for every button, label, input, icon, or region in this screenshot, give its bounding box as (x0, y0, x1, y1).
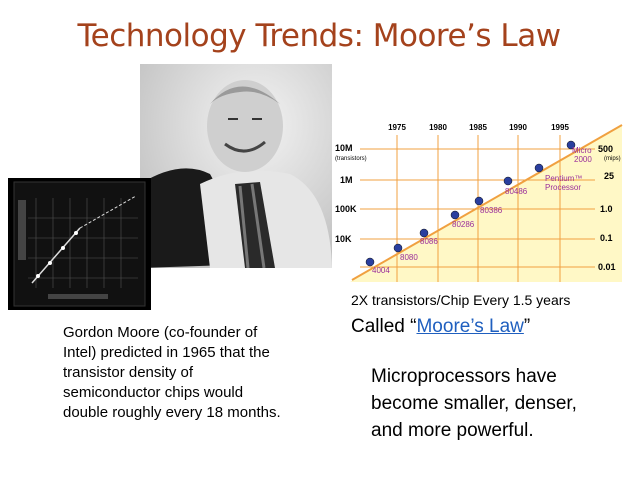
right-axis-label: (mips) (604, 156, 621, 162)
processor-dot (450, 210, 460, 220)
left-axis-label: (transistors) (335, 156, 367, 162)
processor-dot (365, 257, 375, 267)
left-paragraph: Gordon Moore (co-founder of Intel) predic… (63, 323, 281, 423)
text-line: Microprocessors have (371, 366, 557, 387)
processor-dot (534, 163, 544, 173)
text-line: Gordon Moore (co-founder of (63, 324, 258, 341)
moores-law-link[interactable]: Moore’s Law (416, 316, 524, 337)
processor-label: 8086 (420, 237, 438, 246)
left-axis-label: 10M (335, 143, 353, 153)
left-axis-label: 100K (335, 204, 357, 214)
processor-label: 8080 (400, 253, 418, 262)
processor-label: 80286 (452, 220, 475, 229)
left-axis-label: 10K (335, 234, 352, 244)
caption-prefix: Called “ (351, 316, 417, 337)
text-line: transistor density of (63, 364, 194, 381)
processor-dot (393, 243, 403, 253)
portrait-photo (140, 64, 332, 268)
right-axis-label: 500 (598, 144, 613, 154)
processor-label: 80386 (480, 206, 503, 215)
processor-dot (503, 176, 513, 186)
processor-dot (474, 196, 484, 206)
text-line: and more powerful. (371, 420, 534, 441)
right-axis-label: 25 (604, 171, 614, 181)
year-label: 1975 (388, 123, 406, 132)
trend-line (351, 124, 623, 281)
text-line: become smaller, denser, (371, 393, 577, 414)
processor-dot (566, 140, 576, 150)
processor-label: 2000 (574, 155, 592, 164)
right-paragraph: Microprocessors have become smaller, dens… (371, 363, 577, 444)
right-axis-label: 0.1 (600, 233, 613, 243)
processor-label: 4004 (372, 266, 390, 275)
processor-label: Pentium™ (545, 174, 582, 183)
processor-trend-figure: 1975 1980 1985 1990 1995 10M (transistors) 1M 10… (335, 123, 623, 282)
text-line: double roughly every 18 months. (63, 404, 281, 421)
year-label: 1980 (429, 123, 447, 132)
processor-label: Micro (572, 146, 592, 155)
year-label: 1985 (469, 123, 487, 132)
slide-title: Technology Trends: Moore’s Law (77, 18, 561, 54)
year-label: 1995 (551, 123, 569, 132)
text-line: Intel) predicted in 1965 that the (63, 344, 270, 361)
caption: 2X transistors/Chip Every 1.5 years (351, 292, 571, 308)
processor-label: 80486 (505, 187, 528, 196)
caption-law: Called “Moore’s Law” (351, 316, 530, 338)
right-axis-label: 1.0 (600, 204, 613, 214)
moore-1965-graph (8, 178, 151, 310)
year-label: 1990 (509, 123, 527, 132)
left-axis-label: 1M (340, 175, 353, 185)
caption-suffix: ” (523, 316, 531, 337)
text-line: semiconductor chips would (63, 384, 244, 401)
processor-dot (419, 228, 429, 238)
processor-label: Processor (545, 183, 581, 192)
right-axis-label: 0.01 (598, 262, 616, 272)
